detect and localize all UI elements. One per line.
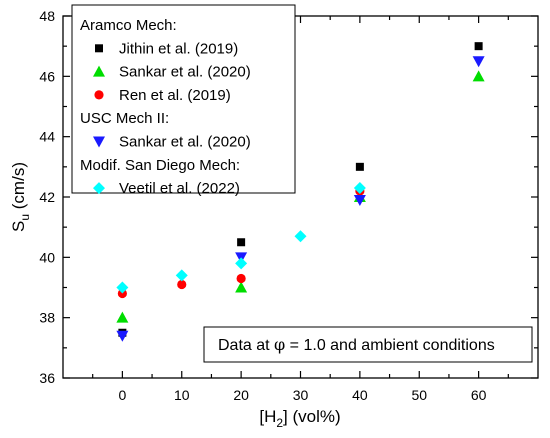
data-point-circle [177, 279, 187, 290]
legend-group-header: USC Mech II: [80, 110, 169, 127]
x-tick-label: 0 [118, 387, 126, 403]
legend-marker-triangle-down [93, 136, 105, 148]
data-point-circle [236, 273, 246, 284]
y-tick-label: 40 [39, 249, 55, 265]
x-tick-label: 60 [471, 387, 487, 403]
legend-marker-triangle-up [93, 65, 105, 77]
legend-marker-square [95, 44, 103, 53]
data-point-square [474, 42, 483, 51]
y-tick-label: 36 [39, 370, 55, 386]
y-tick-label: 48 [39, 8, 55, 24]
x-tick-label: 10 [174, 387, 190, 403]
legend-marker-circle [94, 90, 104, 100]
data-point-square [237, 238, 246, 247]
legend-entry-label: Jithin et al. (2019) [119, 40, 238, 57]
legend-marker-diamond [93, 182, 105, 195]
data-point-triangle-up [472, 70, 485, 82]
x-tick-label: 30 [293, 387, 309, 403]
legend-entries: Aramco Mech: Jithin et al. (2019) Sankar e… [80, 17, 251, 197]
x-tick-label: 40 [352, 387, 368, 403]
legend-entry-label: Veetil et al. (2022) [119, 180, 240, 197]
y-tick-labels: 36 38 40 42 44 46 48 [39, 8, 55, 386]
data-point-diamond [353, 181, 366, 194]
legend-entry-label: Sankar et al. (2020) [119, 134, 251, 151]
data-point-diamond [294, 230, 307, 243]
legend: Aramco Mech: Jithin et al. (2019) Sankar e… [71, 4, 296, 197]
data-point-square [355, 162, 364, 171]
y-tick-label: 42 [39, 189, 55, 205]
legend-entry-label: Sankar et al. (2020) [119, 64, 251, 81]
data-point-diamond [175, 269, 188, 282]
data-point-triangle-up [235, 281, 248, 293]
series-4-points [116, 181, 366, 294]
data-point-diamond [116, 281, 129, 294]
data-point-triangle-up [116, 311, 129, 323]
data-point-circle [117, 288, 127, 299]
y-tick-label: 44 [39, 129, 55, 145]
legend-group-header: Modif. San Diego Mech: [80, 157, 240, 174]
x-tick-labels: 0 10 20 30 40 50 60 [118, 387, 486, 403]
y-tick-label: 38 [39, 310, 55, 326]
y-tick-label: 46 [39, 68, 55, 84]
annotation-text: Data at φ = 1.0 and ambient conditions [218, 335, 495, 354]
data-point-diamond [235, 257, 248, 270]
annotation: Data at φ = 1.0 and ambient conditions [203, 326, 533, 363]
series-3-points [116, 56, 485, 342]
x-axis-title: [H2] (vol%) [259, 407, 340, 430]
data-point-triangle-down [116, 330, 129, 342]
data-point-triangle-down [353, 195, 366, 207]
legend-entry-label: Ren et al. (2019) [119, 87, 231, 104]
legend-group-header: Aramco Mech: [80, 17, 177, 34]
x-tick-label: 50 [411, 387, 427, 403]
y-axis-title: Su (cm/s) [9, 162, 32, 232]
data-point-triangle-down [472, 56, 485, 68]
legend-box [71, 4, 296, 194]
x-tick-label: 20 [233, 387, 249, 403]
data-markers [116, 42, 485, 342]
annotation-box [203, 326, 533, 363]
